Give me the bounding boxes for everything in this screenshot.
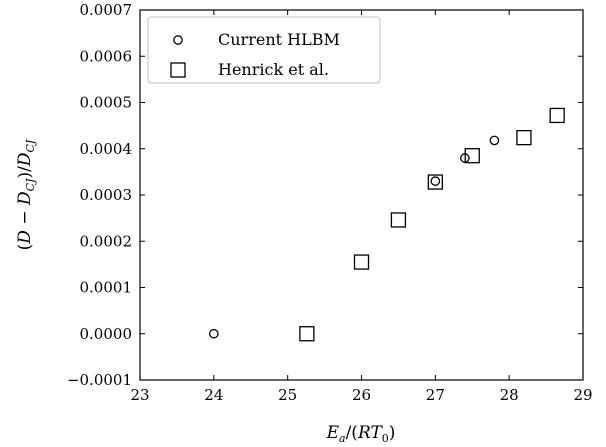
- y-tick-label: 0.0007: [80, 1, 133, 19]
- y-tick-label: 0.0005: [80, 94, 133, 112]
- axis-ticks: 23 24 25 26 27 28 29 −0.0001 0.0000 0.0001 0.0002 0…: [67, 1, 593, 404]
- legend-label-series-1: Current HLBM: [218, 30, 340, 49]
- data-points: [208, 107, 565, 342]
- y-tick-label: 0.0001: [80, 279, 133, 297]
- data-point-series-2: [390, 212, 407, 228]
- x-tick-label: 27: [426, 386, 445, 404]
- x-tick-label: 25: [278, 386, 297, 404]
- legend: Current HLBM Henrick et al.: [147, 16, 381, 84]
- data-point-series-2: [299, 326, 315, 342]
- y-tick-label: 0.0004: [80, 140, 133, 158]
- y-tick-label: 0.0002: [80, 232, 133, 250]
- data-point-series-2: [427, 174, 443, 190]
- y-tick-label: 0.0003: [80, 186, 133, 204]
- data-point-series-1: [430, 176, 441, 186]
- legend-label-series-2: Henrick et al.: [218, 60, 329, 79]
- legend-circle-marker: [173, 35, 183, 45]
- y-tick-label: 0.0000: [80, 325, 133, 343]
- x-tick-label: 26: [352, 386, 371, 404]
- x-tick-label: 29: [573, 386, 592, 404]
- data-point-series-2: [464, 148, 480, 164]
- data-point-series-2: [516, 129, 532, 146]
- data-point-series-1: [489, 135, 500, 146]
- y-tick-label: 0.0006: [80, 47, 133, 65]
- legend-box: [147, 16, 381, 84]
- y-tick-label: −0.0001: [67, 371, 132, 389]
- legend-square-marker: [170, 62, 186, 78]
- y-axis-label: (D − DCJ)/DCJ: [15, 139, 37, 250]
- x-tick-label: 28: [500, 386, 519, 404]
- data-point-series-2: [353, 254, 370, 270]
- x-tick-label: 23: [130, 386, 149, 404]
- x-axis-label: Ea/(RT0): [326, 423, 396, 445]
- data-point-series-1: [208, 328, 219, 339]
- data-point-series-2: [549, 107, 565, 124]
- x-tick-label: 24: [204, 386, 223, 404]
